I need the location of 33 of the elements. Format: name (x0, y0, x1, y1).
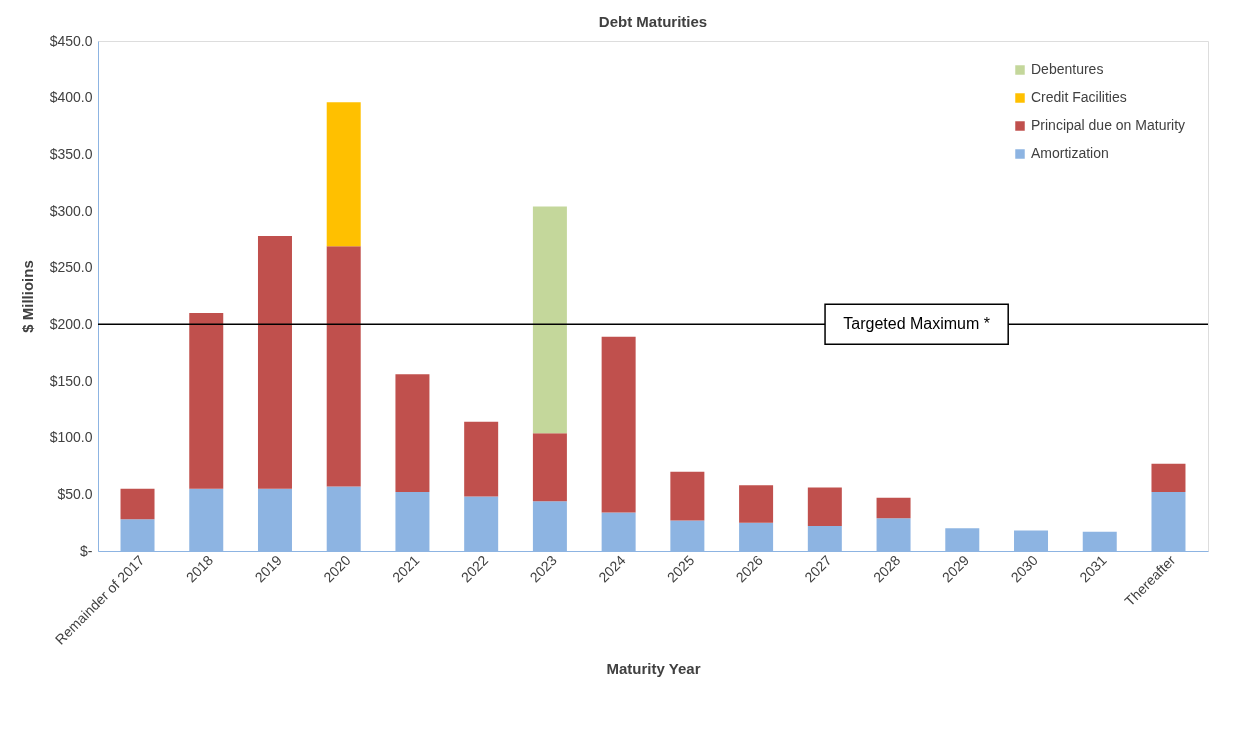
bar (120, 488, 155, 520)
bar (464, 421, 499, 497)
bar (876, 497, 911, 519)
bar (395, 374, 430, 493)
ref-line-label: Targeted Maximum * (843, 315, 990, 333)
bar (1151, 463, 1186, 493)
bar (326, 102, 361, 247)
y-tick-label: $200.0 (49, 315, 93, 332)
x-axis-title: Maturity Year (606, 659, 701, 677)
bar (532, 433, 567, 502)
bar (601, 336, 636, 513)
bar (670, 471, 705, 521)
y-tick-label: $300.0 (49, 202, 93, 219)
legend-label: Credit Facilities (1031, 89, 1127, 105)
bar (257, 235, 292, 489)
y-tick-label: $250.0 (49, 259, 93, 276)
y-tick-label: $450.0 (49, 32, 93, 49)
bar (807, 487, 842, 527)
y-tick-label: $- (80, 542, 93, 559)
y-axis-title: $ Millioins (18, 260, 36, 333)
bar (739, 485, 774, 523)
y-tick-label: $100.0 (49, 429, 93, 446)
bar (326, 246, 361, 487)
y-tick-label: $50.0 (57, 485, 93, 502)
y-tick-label: $400.0 (49, 89, 93, 106)
legend-label: Amortization (1031, 145, 1109, 161)
chart-title: Debt Maturities (598, 13, 708, 30)
y-tick-label: $150.0 (49, 372, 93, 389)
legend-label: Principal due on Maturity (1031, 117, 1186, 133)
legend-label: Debentures (1031, 61, 1104, 77)
bar (189, 313, 224, 489)
bar (532, 206, 567, 434)
y-tick-label: $350.0 (49, 145, 93, 162)
